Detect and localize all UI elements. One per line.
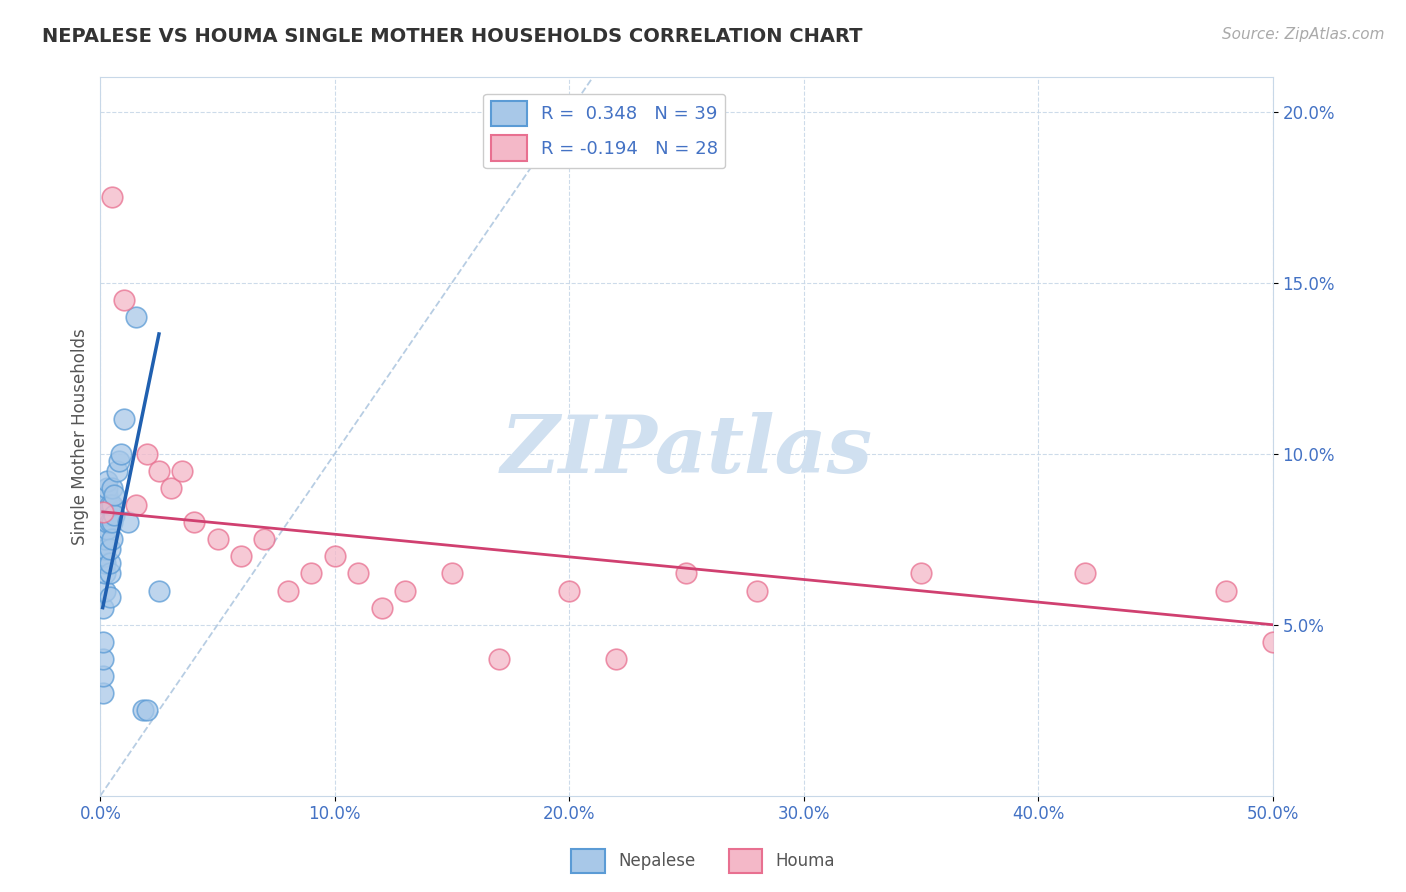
Point: [98, 591, 121, 605]
Point: [136, 447, 159, 461]
Point: [1215, 583, 1237, 598]
Y-axis label: Single Mother Households: Single Mother Households: [72, 328, 89, 545]
Point: [94, 583, 117, 598]
Point: [124, 498, 146, 512]
Point: [910, 566, 932, 581]
Point: [96, 481, 118, 495]
Point: [96, 515, 118, 529]
Point: [148, 464, 170, 478]
Point: [94, 549, 117, 564]
Point: [101, 190, 124, 204]
Point: [101, 533, 124, 547]
Point: [131, 703, 153, 717]
Point: [136, 703, 159, 717]
Text: NEPALESE VS HOUMA SINGLE MOTHER HOUSEHOLDS CORRELATION CHART: NEPALESE VS HOUMA SINGLE MOTHER HOUSEHOL…: [42, 27, 863, 45]
Point: [277, 583, 299, 598]
Point: [96, 508, 118, 523]
Point: [96, 522, 118, 536]
Point: [558, 583, 581, 598]
Point: [94, 533, 117, 547]
Point: [745, 583, 768, 598]
Point: [148, 583, 170, 598]
Point: [101, 515, 124, 529]
Point: [488, 652, 510, 666]
Point: [91, 600, 114, 615]
Point: [103, 488, 125, 502]
Point: [1261, 635, 1284, 649]
Text: Source: ZipAtlas.com: Source: ZipAtlas.com: [1222, 27, 1385, 42]
Point: [370, 600, 392, 615]
Point: [124, 310, 146, 324]
Point: [440, 566, 463, 581]
Point: [91, 652, 114, 666]
Point: [253, 533, 276, 547]
Point: [112, 293, 135, 307]
Point: [96, 474, 118, 488]
Point: [112, 412, 135, 426]
Point: [347, 566, 370, 581]
Text: ZIPatlas: ZIPatlas: [501, 412, 873, 490]
Point: [117, 515, 139, 529]
Point: [675, 566, 697, 581]
Point: [101, 481, 124, 495]
Point: [96, 488, 118, 502]
Point: [229, 549, 252, 564]
Point: [394, 583, 416, 598]
Point: [94, 542, 117, 557]
Point: [91, 505, 114, 519]
Point: [323, 549, 346, 564]
Point: [96, 498, 118, 512]
Point: [103, 508, 125, 523]
Point: [91, 669, 114, 683]
Point: [605, 652, 627, 666]
Point: [91, 635, 114, 649]
Point: [98, 515, 121, 529]
Point: [98, 498, 121, 512]
Legend: Nepalese, Houma: Nepalese, Houma: [565, 842, 841, 880]
Point: [110, 447, 132, 461]
Point: [94, 556, 117, 570]
Point: [98, 556, 121, 570]
Point: [94, 566, 117, 581]
Point: [98, 542, 121, 557]
Point: [183, 515, 205, 529]
Point: [105, 464, 128, 478]
Point: [91, 686, 114, 700]
Point: [159, 481, 181, 495]
Point: [108, 453, 131, 467]
Point: [98, 566, 121, 581]
Point: [207, 533, 229, 547]
Point: [1074, 566, 1097, 581]
Legend: R =  0.348   N = 39, R = -0.194   N = 28: R = 0.348 N = 39, R = -0.194 N = 28: [484, 94, 725, 169]
Point: [101, 498, 124, 512]
Point: [299, 566, 322, 581]
Point: [172, 464, 194, 478]
